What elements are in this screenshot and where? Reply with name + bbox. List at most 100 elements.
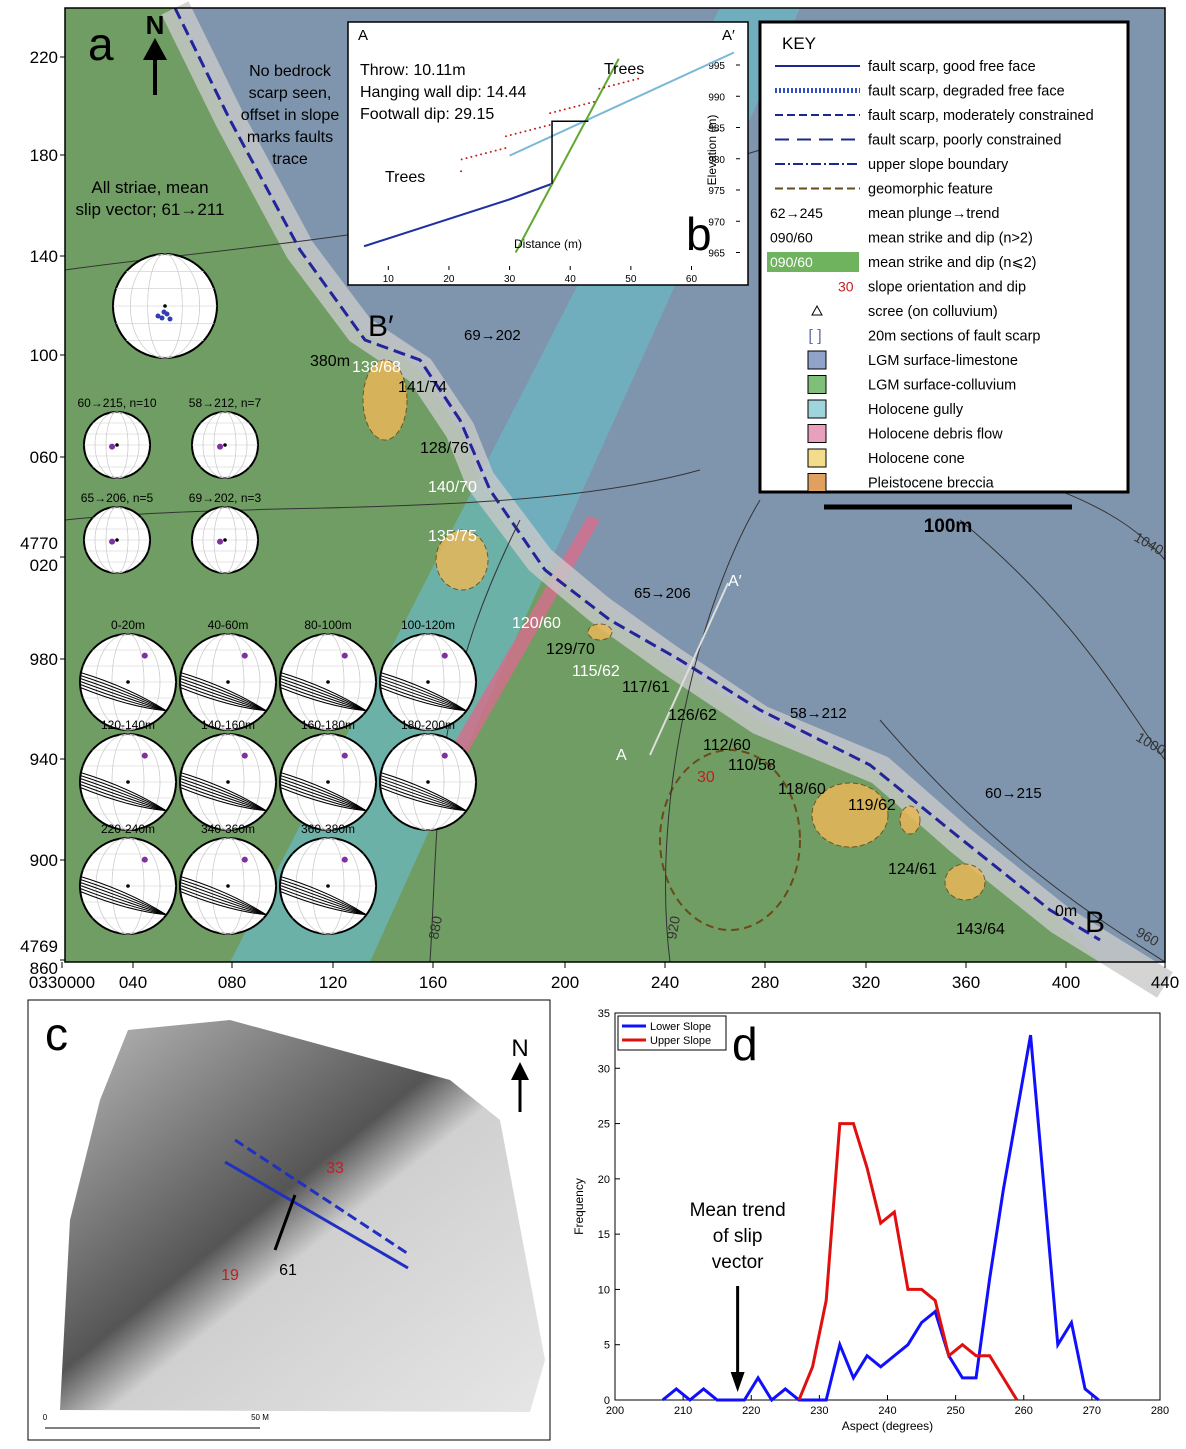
key-label: upper slope boundary bbox=[868, 157, 1009, 173]
great-circle bbox=[379, 686, 467, 712]
striae-point bbox=[141, 652, 148, 659]
profile-y-tick-label: 965 bbox=[708, 249, 725, 260]
net-grid bbox=[395, 633, 461, 731]
fault-line bbox=[514, 58, 620, 253]
contour-label: 880 bbox=[425, 915, 445, 941]
hillshade-upper bbox=[234, 1138, 411, 1257]
profile-ylabel: Elevation (m) bbox=[705, 115, 719, 186]
tree-point bbox=[627, 80, 630, 83]
key-label: scree (on colluvium) bbox=[868, 304, 998, 320]
tree-point bbox=[637, 77, 640, 80]
x-tick-label: 280 bbox=[1151, 1405, 1169, 1417]
panel-label: c bbox=[45, 1008, 68, 1060]
point-label: B bbox=[1085, 906, 1105, 939]
x-tick-label: 320 bbox=[852, 973, 880, 992]
profile-x-tick-label: 30 bbox=[504, 274, 516, 285]
net-grid bbox=[195, 633, 261, 731]
y-tick-label: 20 bbox=[598, 1174, 610, 1186]
striae-point bbox=[161, 309, 167, 315]
great-circle bbox=[179, 875, 267, 916]
plot-frame bbox=[614, 1012, 1161, 1401]
great-circle bbox=[79, 786, 167, 812]
map-note: trace bbox=[272, 151, 308, 168]
x-tick-label: 0330000 bbox=[29, 973, 95, 992]
striae-point bbox=[155, 313, 161, 319]
dip-label: 19 bbox=[221, 1267, 239, 1284]
tree-point bbox=[622, 81, 625, 84]
tree-point bbox=[548, 124, 551, 126]
great-circle bbox=[79, 771, 167, 812]
tree-point bbox=[632, 79, 635, 81]
hillshade bbox=[60, 1020, 545, 1412]
series-line bbox=[661, 1034, 1100, 1403]
key-label: geomorphic feature bbox=[868, 182, 993, 198]
orientation-label: 115/62 bbox=[572, 663, 620, 680]
orientation-label: 110/58 bbox=[728, 757, 776, 774]
x-tick-label: 440 bbox=[1151, 973, 1179, 992]
stereonet-label: 220-240m bbox=[101, 822, 155, 836]
orientation-label: 117/61 bbox=[622, 679, 670, 696]
great-circle bbox=[79, 680, 167, 712]
x-tick-label: 160 bbox=[419, 973, 447, 992]
great-circle bbox=[79, 884, 167, 916]
great-circle bbox=[79, 780, 167, 812]
striae-point bbox=[109, 538, 116, 545]
tree-point bbox=[460, 158, 463, 161]
orientation-label: 120/60 bbox=[512, 615, 561, 632]
striae-point bbox=[141, 752, 148, 759]
net-center bbox=[115, 443, 119, 447]
x-tick-label: 360 bbox=[952, 973, 980, 992]
profile-start: A bbox=[358, 27, 368, 44]
net-center bbox=[226, 780, 230, 784]
great-circle bbox=[179, 887, 267, 916]
net-center bbox=[115, 538, 119, 542]
striae-title: slip vector; 61→211 bbox=[76, 200, 225, 219]
profile-panel bbox=[347, 21, 749, 286]
key-symbol: [ ] bbox=[808, 328, 821, 345]
y-tick-label: 35 bbox=[598, 1008, 610, 1020]
tree-point bbox=[543, 125, 546, 128]
x-tick-label: 200 bbox=[551, 973, 579, 992]
great-circle bbox=[379, 777, 467, 812]
great-circle bbox=[79, 683, 167, 712]
orientation-label: 135/75 bbox=[428, 528, 477, 545]
key-swatch bbox=[807, 473, 827, 492]
net-grid bbox=[195, 837, 261, 935]
x-tick-label: 120 bbox=[319, 973, 347, 992]
tree-point bbox=[475, 154, 478, 157]
x-tick-label: 210 bbox=[674, 1405, 692, 1417]
scarp-band bbox=[161, 1, 1173, 998]
stereonet-label: 340-360m bbox=[201, 822, 255, 836]
y-tick-label: 900 bbox=[30, 851, 58, 870]
tree-point bbox=[519, 131, 522, 134]
map-note: offset in slope bbox=[241, 107, 340, 124]
stereonet-label: 69→202, n=3 bbox=[189, 491, 262, 505]
legend-label: Upper Slope bbox=[650, 1035, 711, 1047]
net-grid bbox=[295, 837, 361, 935]
hanging-wall bbox=[363, 182, 553, 248]
great-circle bbox=[79, 774, 167, 812]
key-label: mean plunge→trend bbox=[868, 206, 999, 222]
great-circle bbox=[179, 771, 267, 812]
orientation-label: 119/62 bbox=[848, 797, 896, 814]
great-circle bbox=[279, 884, 367, 916]
x-tick-label: 240 bbox=[651, 973, 679, 992]
tree-point bbox=[592, 100, 595, 103]
stereonet-label: 65→206, n=5 bbox=[81, 491, 154, 505]
annotation: of slip bbox=[713, 1226, 763, 1247]
annotation: Mean trend bbox=[690, 1200, 786, 1221]
net-center bbox=[163, 304, 167, 308]
great-circle bbox=[279, 887, 367, 916]
net-center bbox=[126, 884, 130, 888]
great-circle bbox=[279, 686, 367, 712]
tree-point bbox=[588, 102, 591, 105]
stereonet-label: 140-160m bbox=[201, 718, 255, 732]
y-tick-label: 5 bbox=[604, 1340, 610, 1352]
x-tick-label: 220 bbox=[742, 1405, 760, 1417]
great-circle bbox=[179, 884, 267, 916]
great-circle bbox=[179, 878, 267, 916]
y-tick-label: 4769 bbox=[20, 937, 58, 956]
stereonet-label: 180-200m bbox=[401, 718, 455, 732]
scale-label: 100m bbox=[924, 516, 973, 537]
